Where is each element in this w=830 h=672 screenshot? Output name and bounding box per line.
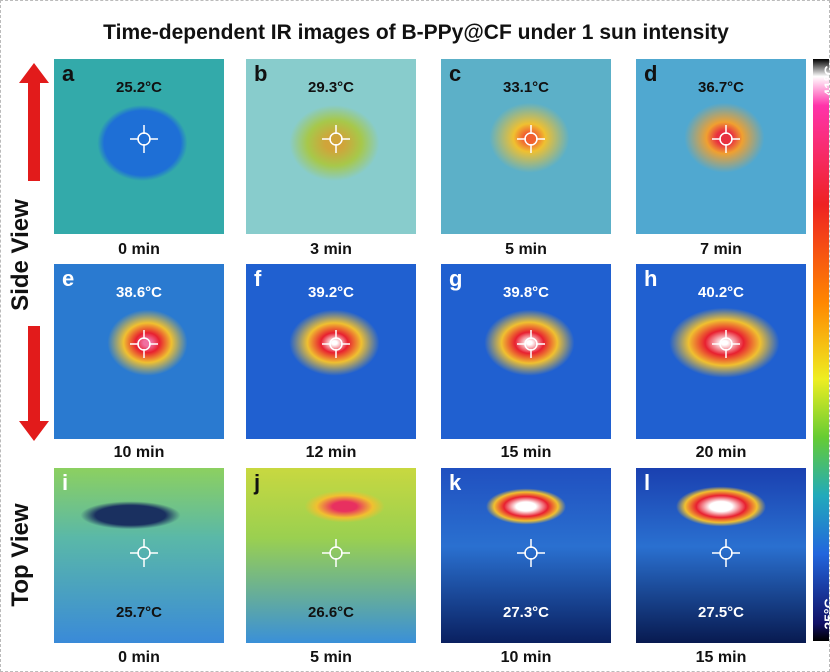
- crosshair: [441, 59, 611, 234]
- colorbar-min: 25°C: [821, 594, 830, 634]
- time-label: 0 min: [54, 649, 224, 667]
- crosshair: [636, 59, 806, 234]
- figure: Time-dependent IR images of B-PPy@CF und…: [0, 0, 830, 672]
- crosshair: [54, 59, 224, 234]
- time-label: 10 min: [54, 444, 224, 462]
- crosshair: [246, 59, 416, 234]
- time-label: 20 min: [636, 444, 806, 462]
- time-label: 7 min: [636, 241, 806, 259]
- crosshair: [441, 468, 611, 643]
- crosshair: [246, 264, 416, 439]
- colorbar-max: 41°C: [821, 61, 830, 101]
- time-label: 5 min: [441, 241, 611, 259]
- time-label: 15 min: [441, 444, 611, 462]
- colorbar: [813, 59, 830, 641]
- time-label: 5 min: [246, 649, 416, 667]
- crosshair: [636, 264, 806, 439]
- time-label: 15 min: [636, 649, 806, 667]
- crosshair: [636, 468, 806, 643]
- crosshair: [441, 264, 611, 439]
- time-label: 3 min: [246, 241, 416, 259]
- crosshair: [246, 468, 416, 643]
- side-label: Top View: [7, 475, 35, 635]
- time-label: 0 min: [54, 241, 224, 259]
- crosshair: [54, 468, 224, 643]
- figure-title: Time-dependent IR images of B-PPy@CF und…: [1, 21, 830, 45]
- time-label: 10 min: [441, 649, 611, 667]
- time-label: 12 min: [246, 444, 416, 462]
- side-label: Side View: [7, 175, 35, 335]
- crosshair: [54, 264, 224, 439]
